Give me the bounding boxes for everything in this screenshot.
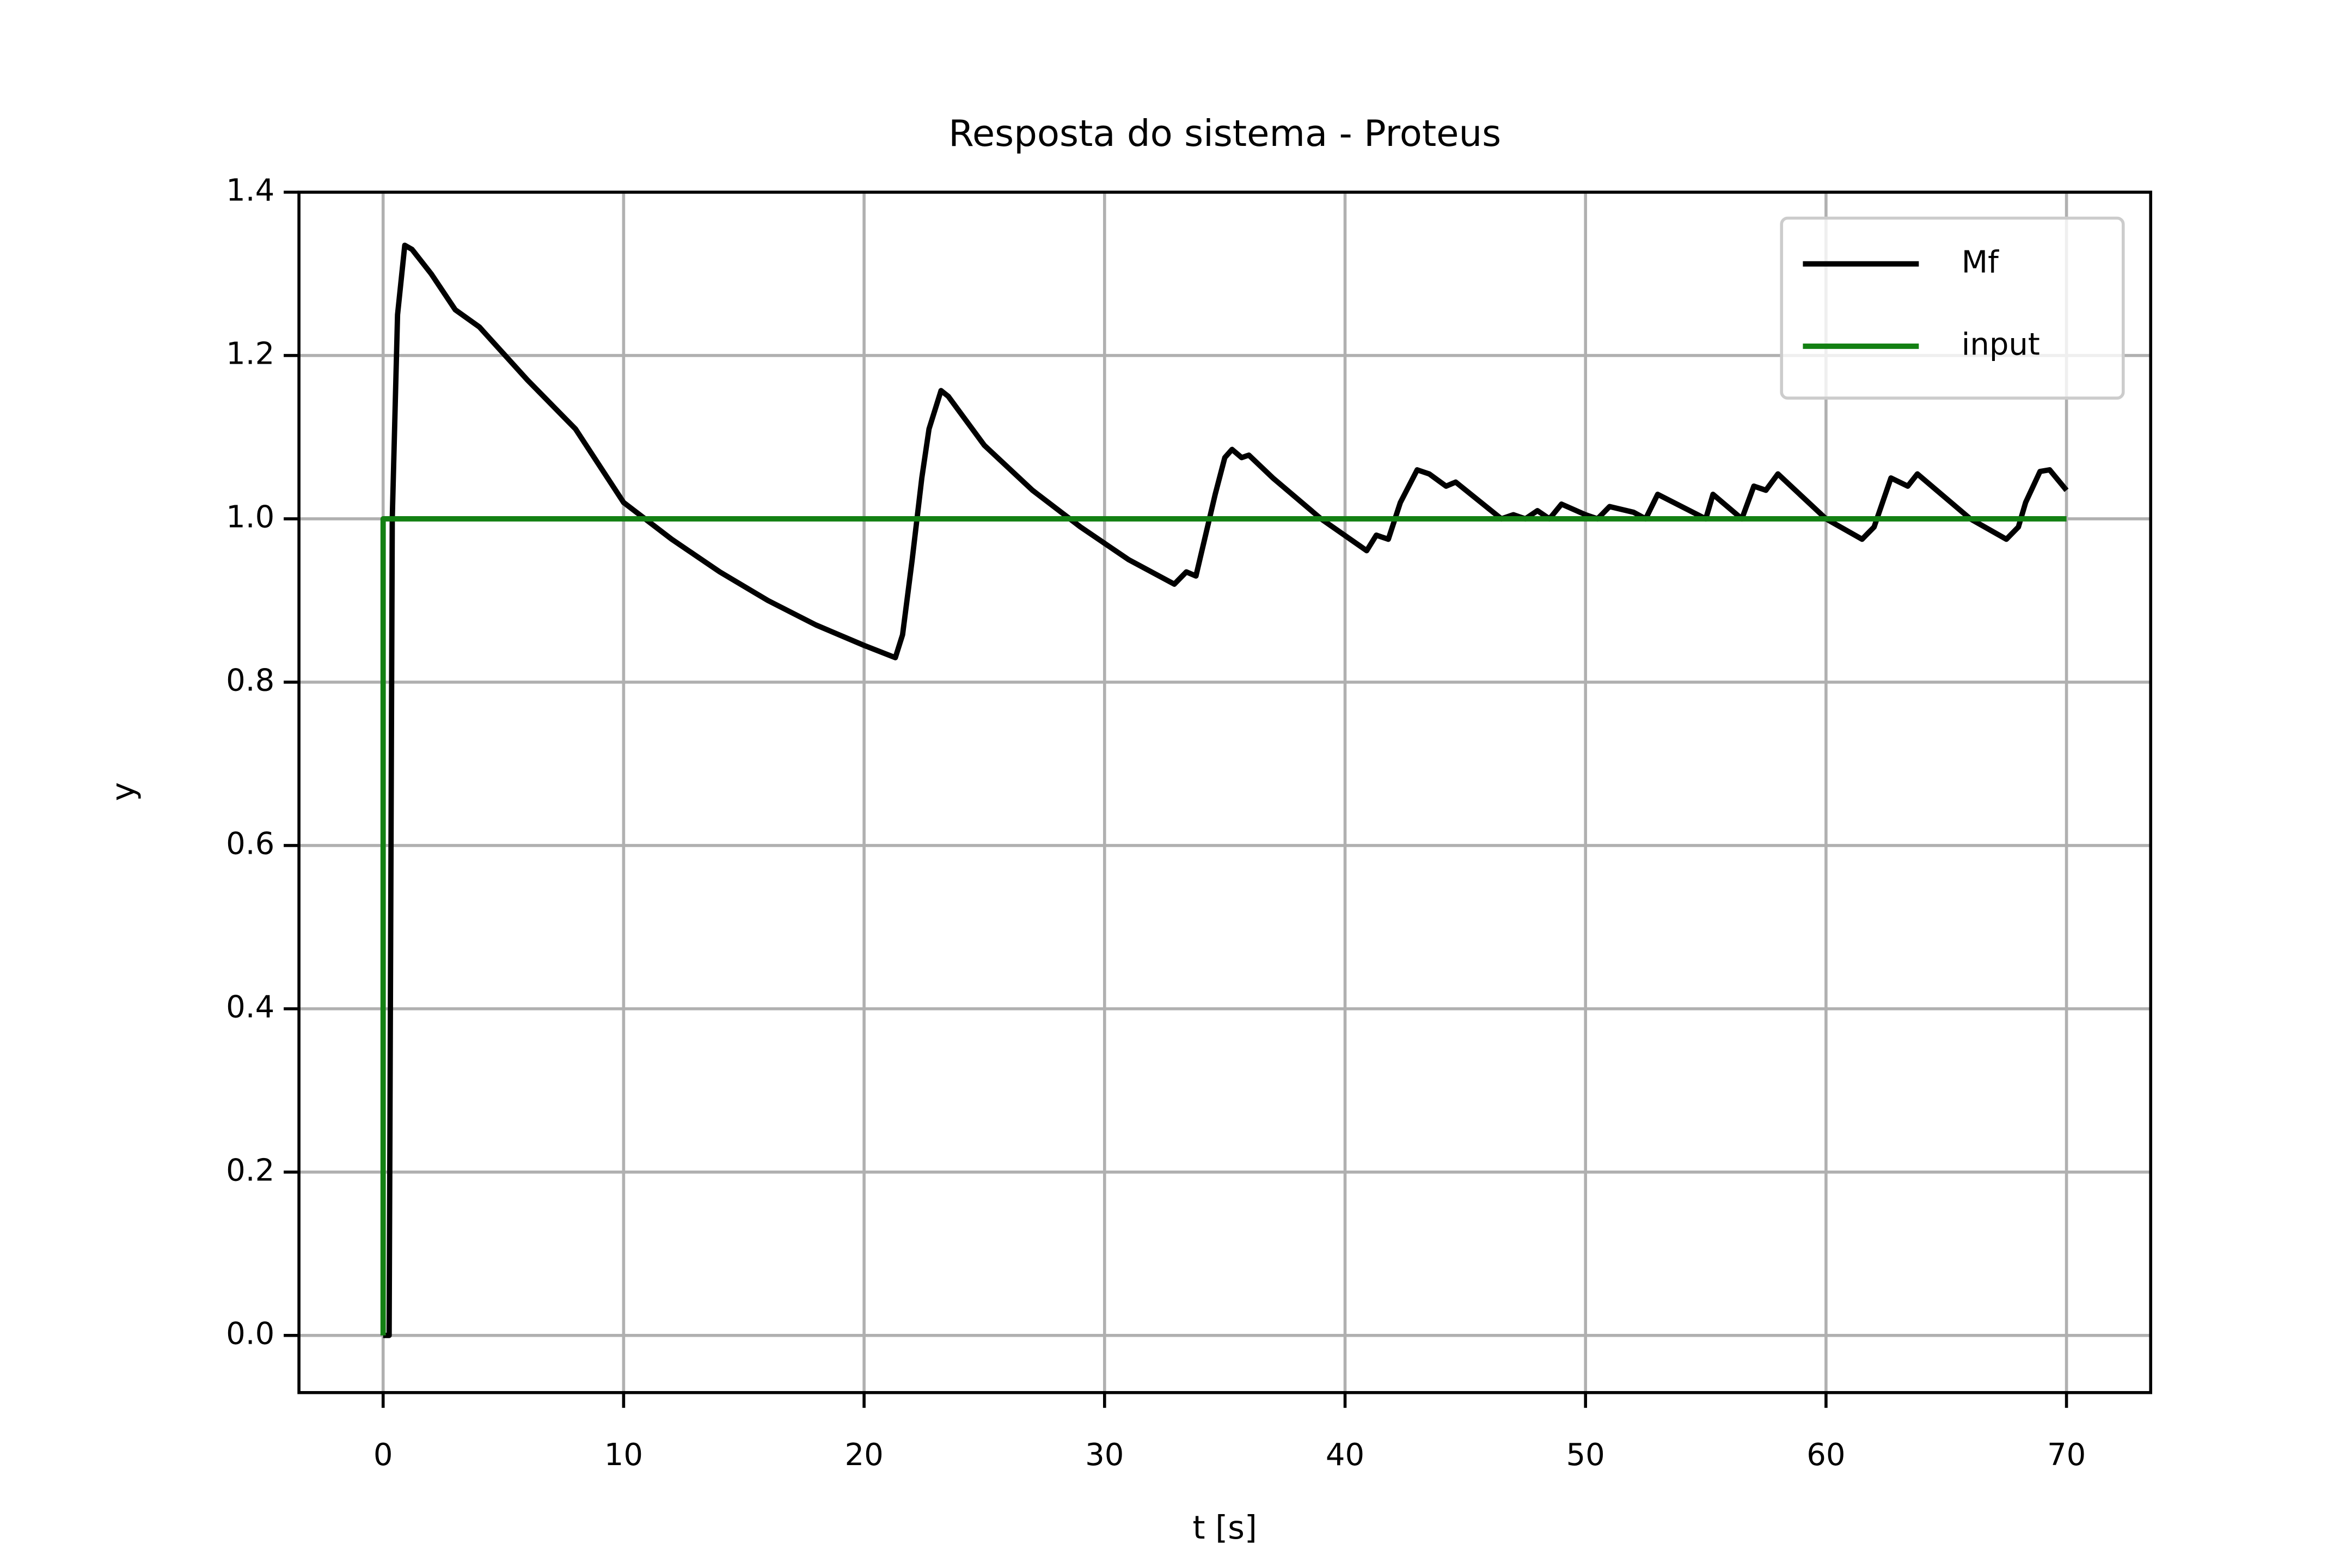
x-tick-label: 60 xyxy=(1806,1437,1845,1473)
legend-label: Mf xyxy=(1962,244,1999,280)
x-tick-label: 30 xyxy=(1085,1437,1124,1473)
legend: Mf input xyxy=(1780,216,2125,400)
y-axis-label: y xyxy=(104,782,142,801)
y-tick-label: 0.4 xyxy=(226,990,274,1025)
y-tick-label: 1.2 xyxy=(226,336,274,372)
legend-label: input xyxy=(1962,327,2040,363)
x-axis-label: t [s] xyxy=(1192,1509,1257,1546)
y-tick-label: 0.0 xyxy=(226,1316,274,1351)
y-tick-label: 0.8 xyxy=(226,663,274,699)
x-tick-label: 10 xyxy=(604,1437,643,1473)
y-tick-label: 1.0 xyxy=(226,500,274,535)
plot-frame xyxy=(297,191,2152,1394)
x-tick-label: 50 xyxy=(1566,1437,1605,1473)
x-tick-label: 70 xyxy=(2047,1437,2086,1473)
y-tick-label: 0.2 xyxy=(226,1153,274,1188)
x-tick-label: 0 xyxy=(373,1437,393,1473)
legend-box xyxy=(1780,216,2125,400)
x-tick-label: 40 xyxy=(1326,1437,1364,1473)
line-series xyxy=(380,516,2067,1336)
line-series xyxy=(383,242,2069,1338)
chart-title: Resposta do sistema - Proteus xyxy=(948,112,1501,155)
x-tick-label: 20 xyxy=(844,1437,883,1473)
y-tick-label: 0.6 xyxy=(226,826,274,862)
y-tick-label: 1.4 xyxy=(226,173,274,209)
